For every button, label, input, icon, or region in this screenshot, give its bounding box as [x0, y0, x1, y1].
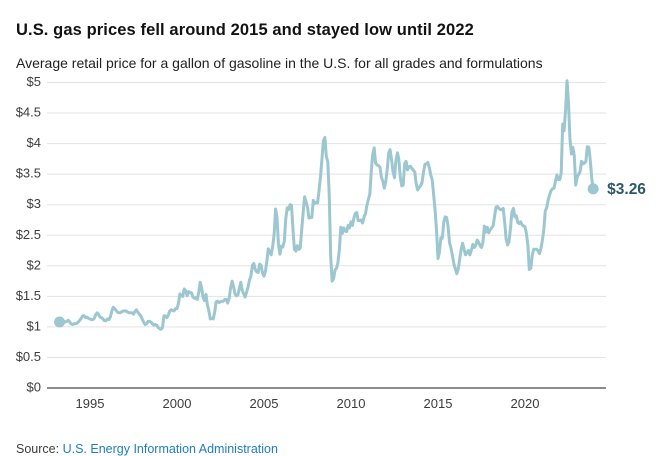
- y-tick-label: $5: [27, 74, 41, 89]
- price-line: [58, 79, 595, 331]
- x-tick-label: 1995: [76, 396, 105, 411]
- x-tick-label: 2020: [511, 396, 540, 411]
- chart-title: U.S. gas prices fell around 2015 and sta…: [16, 21, 474, 40]
- y-tick-label: $0: [27, 380, 41, 395]
- end-point-dot: [587, 183, 599, 195]
- y-tick-label: $1.5: [16, 288, 41, 303]
- end-price-label: $3.26: [607, 181, 646, 198]
- x-tick-label: 2005: [250, 396, 279, 411]
- y-tick-label: $4.5: [16, 105, 41, 120]
- source-line: Source: U.S. Energy Information Administ…: [16, 442, 278, 456]
- x-tick-label: 2000: [163, 396, 192, 411]
- source-label: Source:: [16, 441, 60, 456]
- chart-subtitle: Average retail price for a gallon of gas…: [16, 55, 543, 71]
- x-tick-label: 2015: [424, 396, 453, 411]
- y-tick-label: $3.5: [16, 166, 41, 181]
- y-tick-label: $4: [27, 135, 41, 150]
- y-tick-label: $2.5: [16, 227, 41, 242]
- y-tick-label: $1: [27, 318, 41, 333]
- start-point-dot: [54, 316, 66, 328]
- y-tick-label: $0.5: [16, 349, 41, 364]
- y-tick-label: $3: [27, 196, 41, 211]
- source-link[interactable]: U.S. Energy Information Administration: [62, 441, 278, 456]
- x-tick-label: 2010: [337, 396, 366, 411]
- y-tick-label: $2: [27, 257, 41, 272]
